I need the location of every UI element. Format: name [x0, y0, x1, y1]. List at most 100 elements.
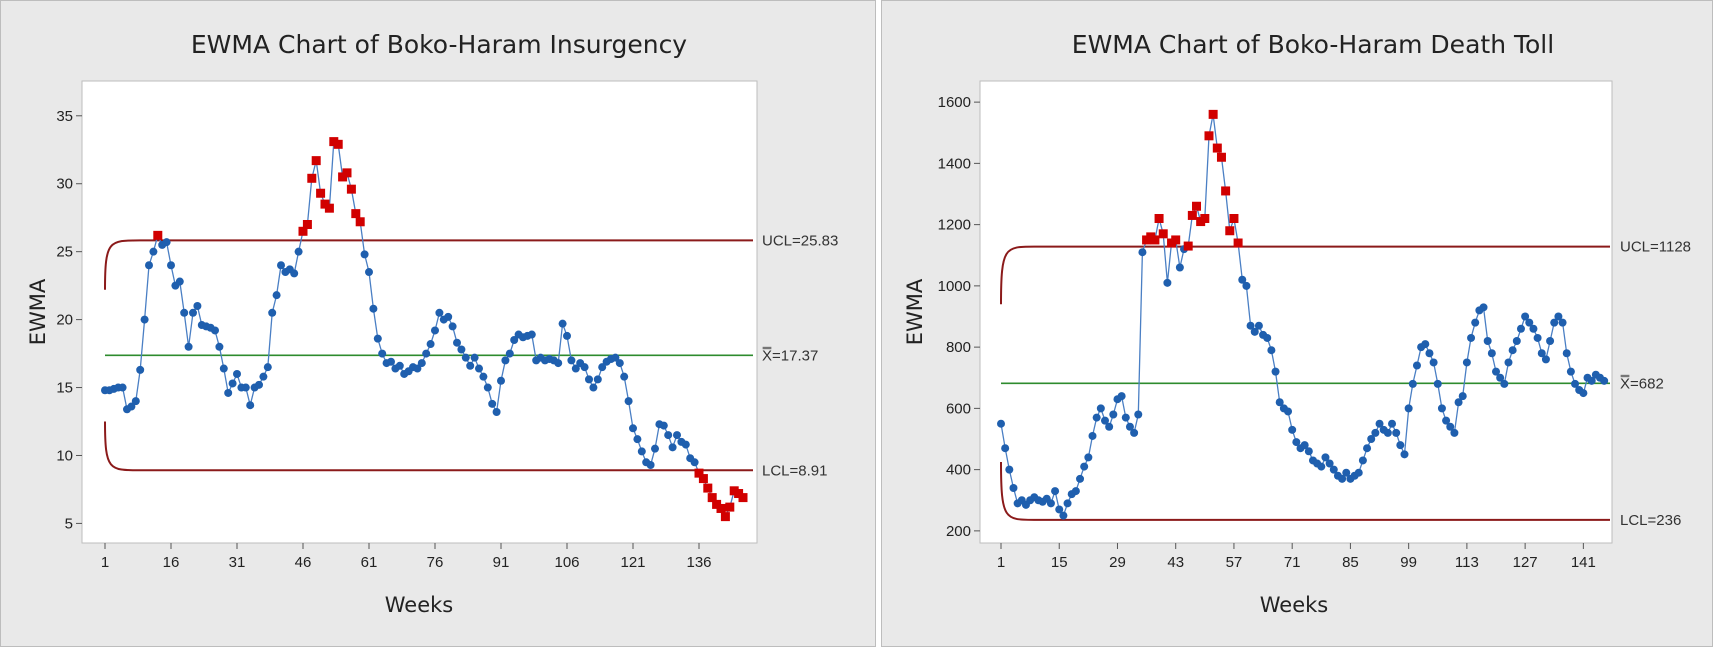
x-tick-label: 43 — [1167, 554, 1184, 571]
data-point — [426, 340, 435, 349]
data-point — [263, 363, 272, 372]
data-point — [1076, 474, 1085, 483]
data-point — [1071, 487, 1080, 496]
lcl-line — [1000, 461, 1610, 521]
y-tick-label: 800 — [946, 339, 971, 356]
out-of-control-point — [1225, 226, 1235, 236]
out-of-control-point — [1150, 235, 1160, 245]
data-point — [167, 261, 175, 270]
chart-panel-death-toll: EWMA Chart of Boko-Haram Death Toll Week… — [881, 0, 1713, 647]
data-point — [668, 443, 677, 452]
data-point — [1412, 361, 1421, 370]
data-point — [580, 363, 589, 372]
data-point — [145, 261, 153, 270]
data-point — [510, 335, 519, 344]
y-tick-label: 1000 — [938, 278, 971, 295]
data-point — [483, 383, 492, 392]
data-point — [277, 261, 285, 270]
series-points — [101, 137, 748, 522]
out-of-control-point — [738, 493, 748, 503]
data-point — [1109, 410, 1118, 419]
data-point — [1001, 444, 1010, 453]
y-tick-label: 15 — [56, 380, 73, 397]
data-point — [373, 334, 382, 343]
y-tick-label: 5 — [65, 515, 73, 532]
data-point — [527, 330, 536, 339]
data-point — [1496, 373, 1505, 382]
data-point — [1508, 346, 1517, 355]
data-point — [1080, 462, 1089, 471]
data-point — [131, 397, 140, 406]
out-of-control-point — [1158, 229, 1168, 239]
data-point — [497, 376, 505, 385]
ucl-line — [104, 239, 753, 290]
data-point — [228, 379, 237, 388]
data-point — [475, 364, 483, 373]
data-point — [1304, 447, 1313, 456]
data-point — [461, 353, 470, 362]
out-of-control-point — [1208, 109, 1218, 119]
data-point — [1483, 337, 1492, 345]
data-point — [558, 319, 567, 328]
y-axis-ticks: 200 400 600 800 1000 1200 1400 1600 — [938, 94, 980, 540]
data-point — [1292, 438, 1301, 447]
x-tick-label: 136 — [686, 554, 711, 571]
out-of-control-point — [342, 168, 352, 178]
data-point — [136, 365, 145, 374]
out-of-control-point — [1192, 201, 1202, 211]
data-point — [1275, 398, 1284, 407]
data-point — [1392, 428, 1401, 437]
data-point — [1462, 358, 1471, 367]
ucl-line — [1000, 245, 1610, 305]
data-point — [1317, 462, 1326, 471]
out-of-control-point — [355, 217, 365, 227]
data-point — [1363, 444, 1372, 453]
lcl-label: LCL=8.91 — [762, 462, 827, 479]
out-of-control-point — [1171, 235, 1181, 245]
data-point — [1163, 278, 1172, 287]
data-point — [224, 388, 233, 397]
out-of-control-point — [346, 184, 356, 194]
data-point — [1579, 389, 1588, 398]
data-point — [1088, 431, 1097, 440]
data-point — [378, 349, 387, 358]
data-point — [659, 421, 668, 430]
data-point — [1600, 376, 1609, 385]
y-axis-label: EWMA — [26, 278, 50, 345]
data-point — [1408, 379, 1417, 388]
x-tick-label: 99 — [1400, 554, 1417, 571]
data-point — [1375, 419, 1384, 428]
out-of-control-point — [316, 188, 326, 198]
x-tick-label: 106 — [554, 554, 579, 571]
out-of-control-point — [707, 493, 717, 503]
out-of-control-point — [307, 173, 317, 183]
data-point — [1388, 419, 1397, 428]
data-point — [1421, 340, 1430, 349]
data-point — [387, 357, 395, 366]
data-point — [567, 356, 576, 365]
data-point — [268, 308, 277, 317]
data-point — [1175, 263, 1184, 272]
out-of-control-point — [703, 483, 713, 493]
x-axis-label: Weeks — [1260, 593, 1328, 617]
data-point — [664, 431, 673, 440]
data-point — [673, 431, 681, 440]
data-point — [189, 308, 197, 317]
data-point — [1396, 441, 1405, 450]
data-point — [1342, 468, 1351, 477]
x-tick-label: 71 — [1284, 554, 1301, 571]
x-tick-label: 76 — [427, 554, 444, 571]
data-point — [365, 268, 373, 277]
data-point — [1487, 349, 1496, 358]
data-point — [1096, 404, 1105, 413]
out-of-control-point — [1233, 238, 1243, 248]
lcl-label: LCL=236 — [1620, 512, 1681, 529]
data-point — [501, 356, 510, 365]
out-of-control-point — [1212, 143, 1222, 153]
out-of-control-point — [351, 209, 361, 219]
x-tick-label: 141 — [1571, 554, 1596, 571]
y-tick-label: 600 — [946, 400, 971, 417]
out-of-control-point — [311, 156, 321, 166]
data-point — [1504, 358, 1513, 367]
x-tick-label: 31 — [229, 554, 246, 571]
